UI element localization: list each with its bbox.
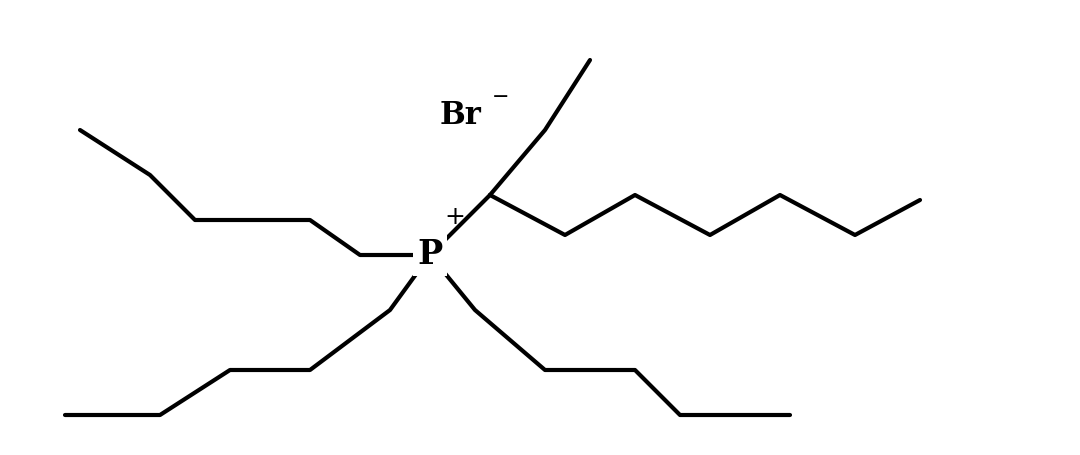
Text: P: P [417, 238, 443, 272]
Text: +: + [445, 205, 465, 229]
Text: Br: Br [440, 100, 482, 131]
Text: −: − [492, 87, 510, 107]
